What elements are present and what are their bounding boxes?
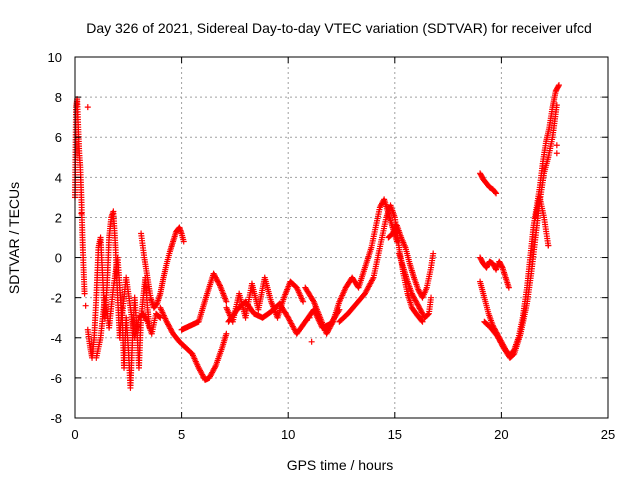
- axis-ticks: 0 5 10 15 20 25 -8 -6 -4 -2 0 2 4 6 8 10: [48, 50, 616, 442]
- data-point: [428, 294, 435, 301]
- y-tick-label: -4: [50, 331, 62, 346]
- x-tick-label: 15: [388, 427, 402, 442]
- data-point: [223, 298, 230, 305]
- data-point: [81, 290, 88, 297]
- data-point: [157, 314, 164, 321]
- data-point: [143, 317, 150, 324]
- x-tick-label: 5: [178, 427, 185, 442]
- x-tick-label: 25: [601, 427, 615, 442]
- data-point: [212, 364, 219, 371]
- data-point: [498, 263, 505, 270]
- y-tick-label: 0: [55, 251, 62, 266]
- data-point: [180, 238, 187, 245]
- data-point: [306, 314, 313, 321]
- x-tick-label: 0: [71, 427, 78, 442]
- y-tick-label: -2: [50, 291, 62, 306]
- data-point: [553, 102, 560, 109]
- data-point: [300, 298, 307, 305]
- y-tick-label: 10: [48, 50, 62, 65]
- data-point: [553, 150, 560, 157]
- data-point: [425, 311, 432, 318]
- data-point: [329, 320, 336, 327]
- data-point: [84, 104, 91, 111]
- y-tick-label: 6: [55, 130, 62, 145]
- y-tick-label: 2: [55, 210, 62, 225]
- y-axis-label: SDTVAR / TECUs: [6, 182, 22, 294]
- plot-frame: [74, 56, 609, 419]
- data-point: [492, 189, 499, 196]
- data-point: [545, 242, 552, 249]
- data-point: [553, 142, 560, 149]
- grid: [75, 57, 608, 418]
- data-points: [72, 82, 562, 391]
- data-point: [153, 301, 160, 308]
- data-point: [493, 190, 500, 197]
- data-point: [430, 250, 437, 257]
- data-point: [223, 330, 230, 337]
- y-tick-label: 8: [55, 90, 62, 105]
- data-point: [418, 317, 425, 324]
- data-point: [78, 210, 85, 217]
- chart-title: Day 326 of 2021, Sidereal Day-to-day VTE…: [86, 20, 592, 36]
- data-point: [156, 313, 163, 320]
- y-tick-label: -6: [50, 371, 62, 386]
- x-tick-label: 20: [494, 427, 508, 442]
- data-point: [555, 82, 562, 89]
- data-point: [555, 83, 562, 90]
- y-tick-label: 4: [55, 170, 62, 185]
- x-tick-label: 10: [281, 427, 295, 442]
- data-point: [308, 338, 315, 345]
- x-axis-label: GPS time / hours: [287, 457, 394, 473]
- data-point: [419, 318, 426, 325]
- data-point: [216, 281, 223, 288]
- data-point: [505, 284, 512, 291]
- data-point: [82, 302, 89, 309]
- y-tick-label: -8: [50, 411, 62, 426]
